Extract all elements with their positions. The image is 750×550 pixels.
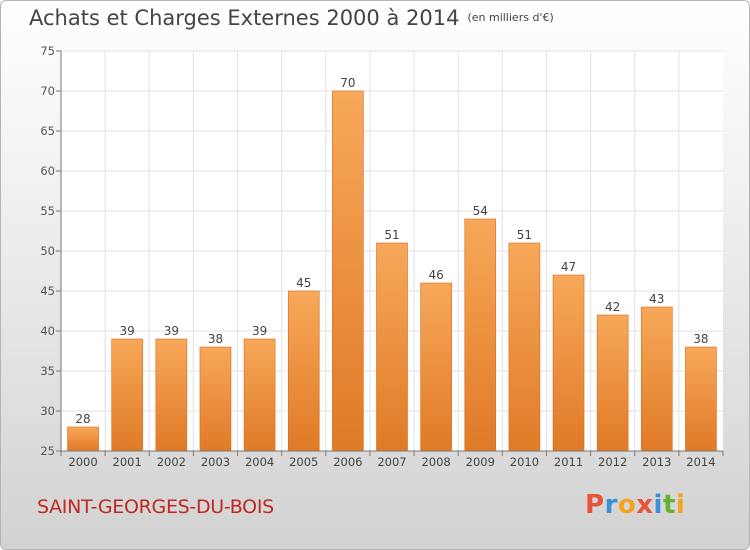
- logo-letter: x: [636, 490, 654, 520]
- bar: [376, 242, 408, 452]
- bar: [596, 314, 629, 452]
- data-label: 51: [384, 228, 399, 242]
- bar: [420, 282, 452, 452]
- chart-unit: (en milliers d'€): [467, 11, 554, 24]
- logo-letter: r: [604, 490, 618, 520]
- x-tick-label: 2005: [289, 455, 318, 469]
- chart-title-text: Achats et Charges Externes 2000 à 2014: [29, 6, 460, 30]
- bar: [111, 338, 143, 452]
- logo-letter: i: [675, 490, 686, 520]
- bar: [155, 338, 188, 452]
- y-tick-label: 30: [40, 404, 55, 418]
- bar: [685, 346, 717, 452]
- x-tick-label: 2004: [245, 455, 274, 469]
- logo-letter: P: [585, 490, 605, 520]
- y-tick-label: 40: [40, 324, 55, 338]
- bar: [199, 346, 232, 452]
- y-tick-label: 35: [40, 364, 55, 378]
- y-tick-label: 75: [40, 44, 55, 58]
- commune-name: SAINT-GEORGES-DU-BOIS: [37, 496, 274, 518]
- chart-title: Achats et Charges Externes 2000 à 2014 (e…: [29, 6, 554, 30]
- data-label: 39: [120, 324, 135, 338]
- y-tick-label: 45: [40, 284, 55, 298]
- bar: [508, 242, 541, 452]
- x-tick-label: 2007: [377, 455, 406, 469]
- data-label: 39: [164, 324, 179, 338]
- x-tick-label: 2008: [421, 455, 450, 469]
- bar: [552, 274, 585, 452]
- x-tick-label: 2000: [68, 455, 97, 469]
- bar: [464, 218, 497, 452]
- x-tick-label: 2014: [686, 455, 715, 469]
- logo-letter: o: [617, 490, 637, 520]
- x-tick-label: 2001: [113, 455, 142, 469]
- logo-letter: t: [662, 490, 676, 520]
- bar: [287, 290, 320, 452]
- data-label: 70: [340, 76, 355, 90]
- bar: [67, 426, 99, 452]
- bar: [640, 306, 673, 452]
- data-label: 46: [428, 268, 443, 282]
- y-tick-label: 65: [40, 124, 55, 138]
- data-label: 51: [517, 228, 532, 242]
- x-tick-label: 2003: [201, 455, 230, 469]
- x-tick-label: 2011: [554, 455, 583, 469]
- x-tick-label: 2006: [333, 455, 362, 469]
- y-tick-label: 55: [40, 204, 55, 218]
- bar: [243, 338, 276, 452]
- data-label: 54: [473, 204, 488, 218]
- data-label: 45: [296, 276, 311, 290]
- data-label: 43: [649, 292, 664, 306]
- proxiti-logo: Proxiti: [585, 490, 685, 520]
- y-tick-label: 60: [40, 164, 55, 178]
- data-label: 38: [693, 332, 708, 346]
- x-tick-label: 2009: [466, 455, 495, 469]
- logo-letter: i: [653, 490, 663, 520]
- bar: [332, 90, 364, 452]
- x-tick-label: 2013: [642, 455, 671, 469]
- data-label: 42: [605, 300, 620, 314]
- data-label: 28: [75, 412, 90, 426]
- data-label: 47: [561, 260, 576, 274]
- y-tick-label: 70: [40, 84, 55, 98]
- y-tick-label: 50: [40, 244, 55, 258]
- data-label: 38: [208, 332, 223, 346]
- data-label: 39: [252, 324, 267, 338]
- x-tick-label: 2010: [510, 455, 539, 469]
- y-tick-label: 25: [40, 444, 55, 458]
- x-tick-label: 2002: [157, 455, 186, 469]
- x-tick-label: 2012: [598, 455, 627, 469]
